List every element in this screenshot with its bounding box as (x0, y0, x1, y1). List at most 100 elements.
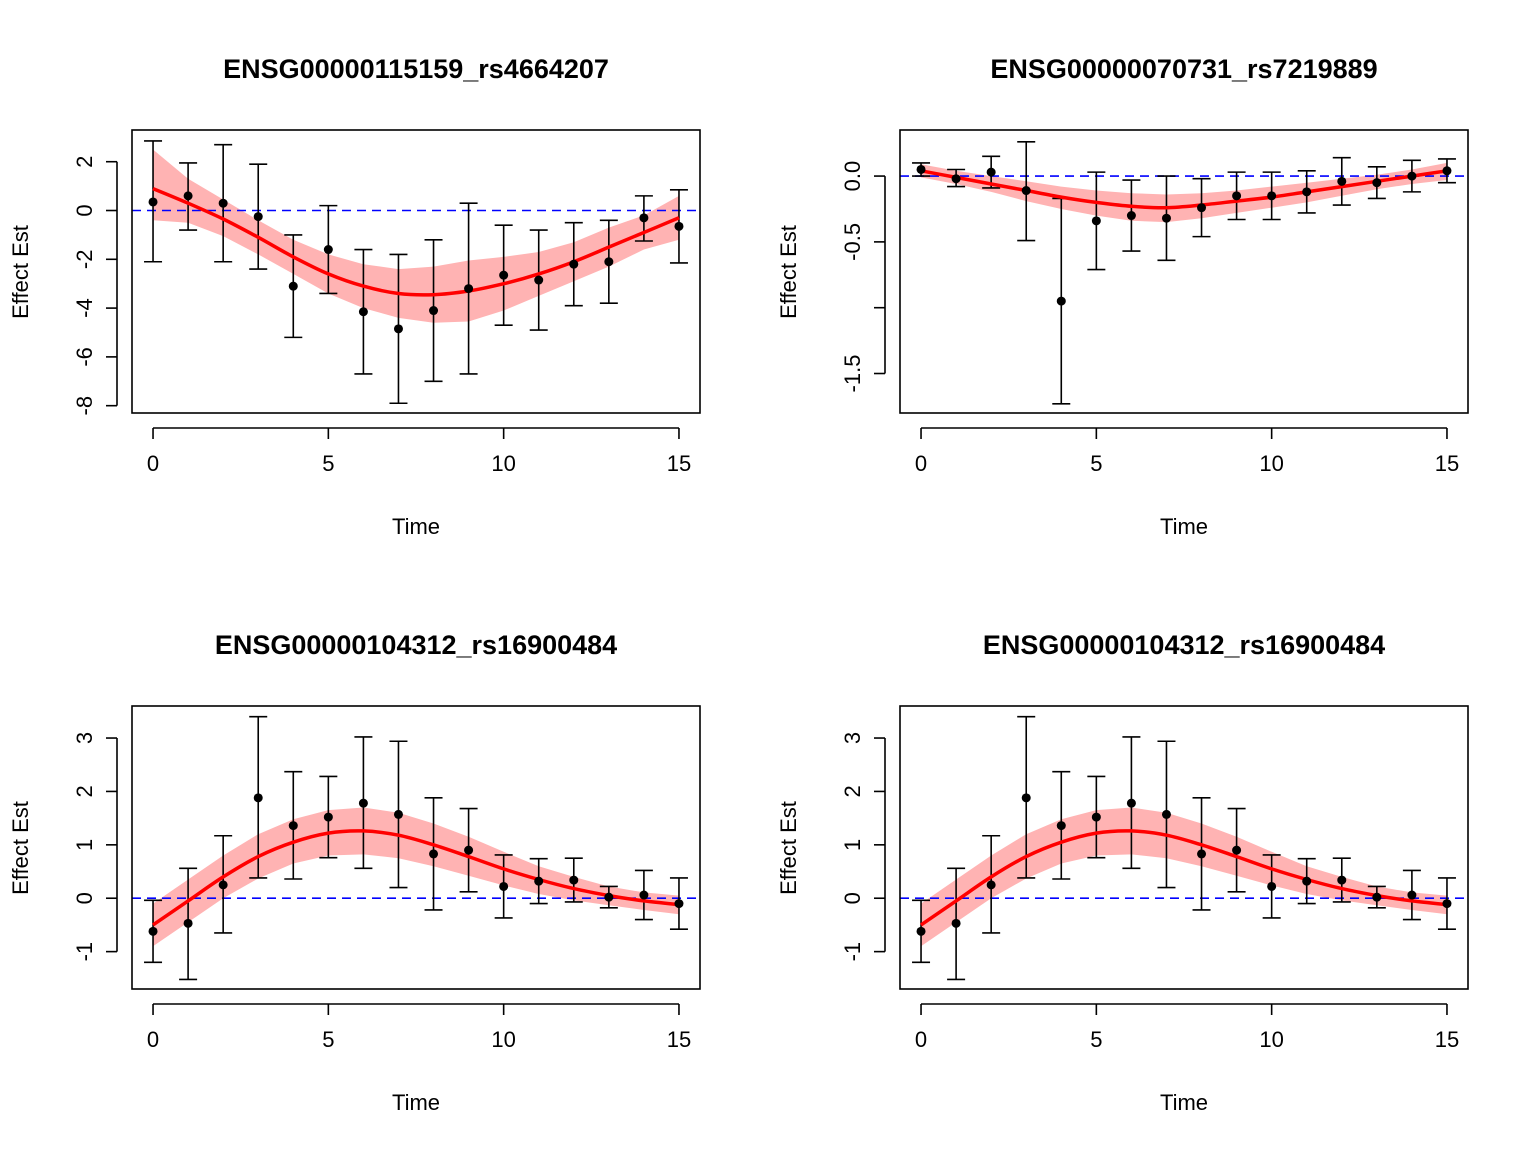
fitted-line (920, 829, 1448, 927)
y-tick-label: 3 (72, 732, 97, 744)
fitted-line (152, 186, 680, 297)
data-point (1021, 186, 1031, 196)
plot-area (132, 140, 700, 405)
y-tick-label: 0 (72, 892, 97, 904)
y-tick-label: -4 (72, 298, 97, 318)
x-tick-label: 15 (1435, 1027, 1459, 1052)
confidence-band (153, 149, 679, 323)
data-point (253, 212, 263, 222)
y-axis-label: Effect Est (776, 225, 801, 319)
confidence-band (921, 807, 1447, 947)
data-point (288, 281, 298, 291)
data-point (916, 164, 926, 174)
panel-4: ENSG00000104312_rs16900484 Time Effect E… (776, 630, 1469, 1115)
data-point (1091, 216, 1101, 226)
data-point (499, 270, 509, 280)
y-tick-label: 2 (72, 785, 97, 797)
data-point (1267, 881, 1277, 891)
data-point (1337, 176, 1347, 186)
y-tick-label: 0 (840, 892, 865, 904)
x-tick-label: 0 (147, 451, 159, 476)
data-point (986, 880, 996, 890)
x-tick-label: 10 (491, 451, 515, 476)
x-axis-label: Time (1160, 514, 1208, 539)
data-point (1232, 191, 1242, 201)
data-point (1021, 793, 1031, 803)
confidence-band (153, 807, 679, 947)
data-point (534, 275, 544, 285)
panel-title: ENSG00000115159_rs4664207 (223, 54, 609, 84)
x-tick-label: 15 (667, 451, 691, 476)
panel-title: ENSG00000104312_rs16900484 (215, 630, 617, 660)
y-tick-label: 1 (72, 839, 97, 851)
data-point (464, 845, 474, 855)
y-tick-label: 2 (72, 156, 97, 168)
data-point (951, 174, 961, 184)
x-tick-label: 5 (1090, 1027, 1102, 1052)
panel-title: ENSG00000070731_rs7219889 (990, 54, 1377, 84)
data-point (253, 793, 263, 803)
y-tick-label: -1 (840, 942, 865, 962)
data-point (358, 798, 368, 808)
data-point (429, 849, 439, 859)
y-axis-label: Effect Est (8, 801, 33, 895)
x-tick-label: 0 (915, 1027, 927, 1052)
data-point (1302, 876, 1312, 886)
data-point (358, 307, 368, 317)
plot-area (132, 715, 700, 981)
data-point (1091, 812, 1101, 822)
data-point (569, 875, 579, 885)
x-tick-label: 5 (1090, 451, 1102, 476)
data-point (1372, 178, 1382, 188)
data-point (1407, 890, 1417, 900)
plot-frame (131, 129, 701, 414)
panel-1: ENSG00000115159_rs4664207 Time Effect Es… (8, 54, 701, 539)
data-point (218, 880, 228, 890)
y-tick-label: 0 (72, 204, 97, 216)
confidence-band (921, 162, 1447, 223)
data-point (464, 284, 474, 294)
y-tick-label: -2 (72, 250, 97, 270)
y-tick-label: 0.0 (840, 161, 865, 192)
x-tick-label: 0 (915, 451, 927, 476)
y-tick-label: -0.5 (840, 223, 865, 261)
y-tick-label: -6 (72, 347, 97, 367)
panel-title: ENSG00000104312_rs16900484 (983, 630, 1385, 660)
x-axis-label: Time (392, 1090, 440, 1115)
data-point (1197, 849, 1207, 859)
data-point (986, 167, 996, 177)
data-point (1126, 211, 1136, 221)
y-tick-label: 1 (840, 839, 865, 851)
data-point (323, 812, 333, 822)
data-point (429, 306, 439, 316)
x-axis-label: Time (392, 514, 440, 539)
y-axis-label: Effect Est (776, 801, 801, 895)
data-point (393, 809, 403, 819)
data-point (1056, 296, 1066, 306)
data-point (1372, 892, 1382, 902)
plot-area (900, 715, 1468, 981)
data-point (534, 876, 544, 886)
x-tick-label: 5 (322, 1027, 334, 1052)
y-tick-label: -8 (72, 396, 97, 416)
fitted-line (920, 169, 1448, 210)
data-point (499, 881, 509, 891)
data-point (1337, 875, 1347, 885)
plot-frame (131, 705, 701, 990)
data-point (639, 213, 649, 223)
y-tick-label: -1 (72, 942, 97, 962)
data-point (569, 259, 579, 269)
plot-area (900, 141, 1468, 405)
data-point (393, 324, 403, 334)
data-point (604, 257, 614, 267)
fitted-line (152, 829, 680, 927)
plot-frame (899, 129, 1469, 414)
data-point (1407, 171, 1417, 181)
data-point (148, 197, 158, 207)
x-tick-label: 15 (667, 1027, 691, 1052)
x-tick-label: 0 (147, 1027, 159, 1052)
data-point (1161, 213, 1171, 223)
data-point (916, 926, 926, 936)
plot-frame (899, 705, 1469, 990)
y-tick-label: -1.5 (840, 355, 865, 393)
